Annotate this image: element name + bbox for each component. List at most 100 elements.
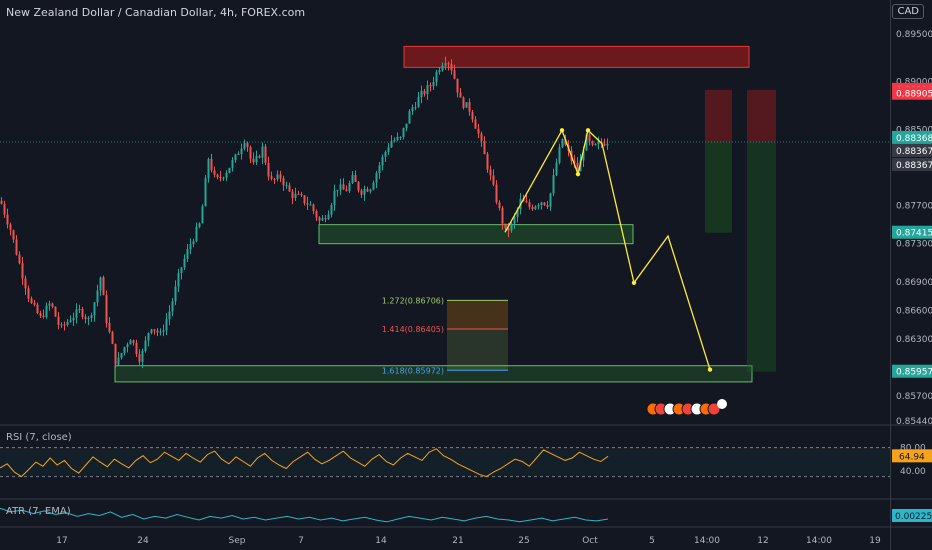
candle-body xyxy=(279,174,282,179)
candle-body xyxy=(456,78,459,93)
time-tick-label: 14 xyxy=(375,536,387,546)
position-target-area xyxy=(705,141,732,233)
rsi-value-label: 64.94 xyxy=(899,452,925,462)
fib-band xyxy=(447,329,508,371)
candle-body xyxy=(114,343,117,365)
price-badge xyxy=(892,364,932,378)
candle-body xyxy=(93,302,96,316)
candle-body xyxy=(231,160,234,168)
candle-body xyxy=(306,203,309,205)
candle-body xyxy=(348,183,351,192)
candle-body xyxy=(417,97,420,108)
candle-body xyxy=(585,134,588,151)
candle-body xyxy=(81,309,84,317)
rsi-line xyxy=(0,448,609,478)
candle-body xyxy=(117,357,120,365)
candle-body xyxy=(219,177,222,179)
candle-body xyxy=(174,286,177,302)
candle-body xyxy=(357,181,360,191)
candle-body xyxy=(420,90,423,98)
candle-body xyxy=(147,332,150,341)
candle-body xyxy=(222,177,225,179)
candle-body xyxy=(216,174,219,178)
candle-body xyxy=(33,302,36,305)
candle-body xyxy=(291,191,294,198)
candle-body xyxy=(90,315,93,318)
candle-body xyxy=(294,193,297,198)
candle-body xyxy=(495,184,498,203)
candle-body xyxy=(561,138,564,148)
candle-body xyxy=(246,143,249,147)
candle-body xyxy=(318,217,321,221)
candle-body xyxy=(465,102,468,108)
price-tick-label: 0.86300 xyxy=(896,335,932,345)
candle-body xyxy=(225,172,228,178)
candle-body xyxy=(462,97,465,108)
candle-body xyxy=(450,64,453,71)
candle-body xyxy=(30,298,33,303)
candle-body xyxy=(177,273,180,287)
price-tick-label: 0.85700 xyxy=(896,392,932,402)
atr-label[interactable]: ATR (7, EMA) xyxy=(6,506,71,517)
price-tick-label: 0.86600 xyxy=(896,306,932,316)
candle-body xyxy=(309,204,312,206)
candle-body xyxy=(324,218,327,220)
time-tick-label: Oct xyxy=(582,536,598,546)
candle-body xyxy=(123,347,126,354)
candle-body xyxy=(252,158,255,163)
candle-body xyxy=(486,154,489,170)
candle-body xyxy=(273,178,276,180)
candle-body xyxy=(240,148,243,154)
candle-body xyxy=(459,92,462,98)
candle-body xyxy=(204,178,207,207)
candle-body xyxy=(402,128,405,137)
candle-body xyxy=(339,184,342,190)
time-tick-label: 5 xyxy=(649,536,655,546)
candle-body xyxy=(360,190,363,195)
candle-body xyxy=(87,317,90,319)
candle-body xyxy=(84,316,87,319)
position-target-area xyxy=(747,141,776,372)
time-tick-label: 21 xyxy=(452,536,463,546)
candle-body xyxy=(99,277,102,291)
candle-body xyxy=(180,267,183,274)
event-count-icon xyxy=(717,399,727,409)
candle-body xyxy=(105,295,108,323)
candle-body xyxy=(594,144,597,146)
candle-body xyxy=(102,277,105,296)
candle-body xyxy=(315,211,318,218)
candle-body xyxy=(438,70,441,73)
candle-body xyxy=(387,147,390,153)
candle-body xyxy=(558,147,561,163)
rsi-label[interactable]: RSI (7, close) xyxy=(6,432,72,443)
candle-body xyxy=(234,154,237,161)
candle-body xyxy=(378,165,381,173)
candle-body xyxy=(327,214,330,220)
candle-body xyxy=(507,228,510,231)
candle-body xyxy=(42,315,45,318)
candle-body xyxy=(288,185,291,192)
candle-body xyxy=(54,306,57,317)
zone-support-mid xyxy=(318,224,634,245)
price-badge-label: 0.88367 xyxy=(896,147,932,157)
candle-body xyxy=(144,340,147,351)
candle-body xyxy=(201,206,204,224)
currency-badge[interactable]: CAD xyxy=(892,4,924,19)
candle-body xyxy=(183,258,186,268)
price-badge-label: 0.87415 xyxy=(896,229,932,239)
candle-body xyxy=(588,134,591,142)
candle-body xyxy=(3,203,6,215)
projection-arrowhead xyxy=(575,171,581,177)
economic-event-icon xyxy=(707,402,721,416)
candle-body xyxy=(543,202,546,206)
candle-body xyxy=(213,170,216,175)
projection-arrowhead xyxy=(559,128,565,133)
candle-body xyxy=(75,309,78,318)
candle-body xyxy=(6,214,9,225)
candle-body xyxy=(243,143,246,149)
candle-body xyxy=(45,305,48,318)
candle-body xyxy=(48,303,51,306)
chart-title: New Zealand Dollar / Canadian Dollar, 4h… xyxy=(6,6,306,19)
candle-body xyxy=(321,218,324,221)
